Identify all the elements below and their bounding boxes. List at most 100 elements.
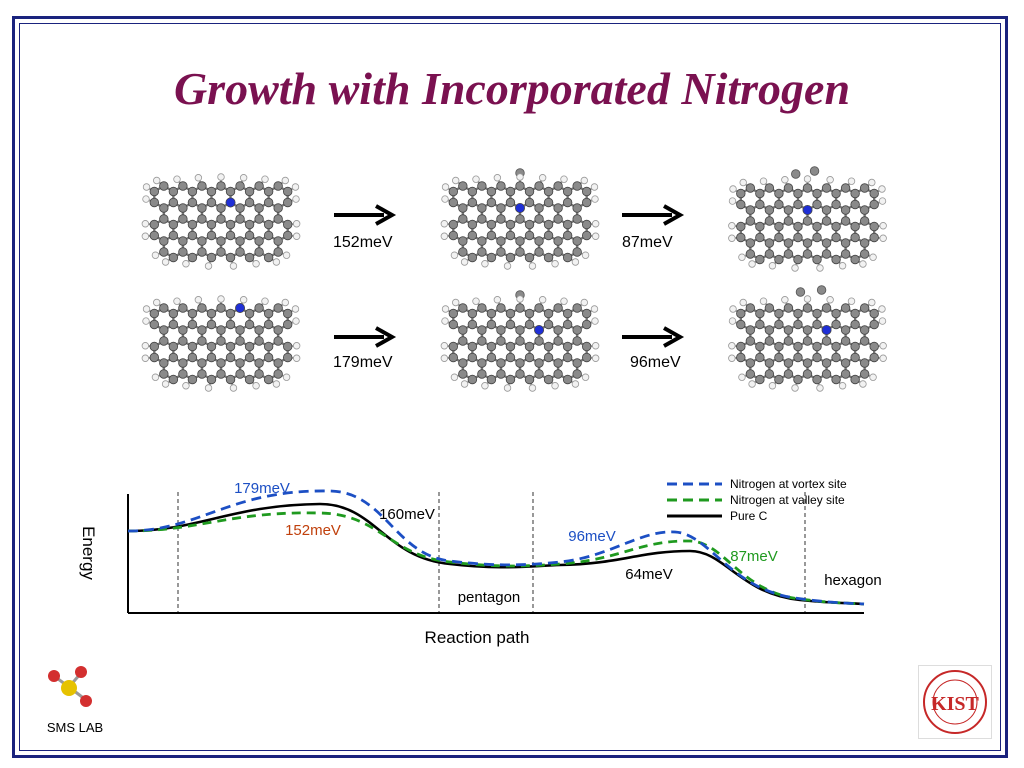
carbon-atom <box>187 186 198 197</box>
carbon-atom <box>225 308 236 319</box>
carbon-atom <box>187 230 198 241</box>
carbon-atom <box>840 303 851 313</box>
legend-label-vortex: Nitrogen at vortex site <box>730 477 847 491</box>
carbon-atom <box>562 219 573 230</box>
carbon-atom <box>225 230 236 241</box>
carbon-atom <box>225 341 236 352</box>
carbon-atom <box>216 336 226 346</box>
carbon-atom <box>244 308 255 319</box>
carbon-atom <box>263 252 274 263</box>
carbon-atom <box>581 319 592 330</box>
carbon-atom <box>802 303 813 313</box>
hydrogen-atom <box>229 384 238 392</box>
carbon-atom <box>515 303 525 313</box>
carbon-atom <box>486 319 497 330</box>
carbon-atom <box>515 336 525 346</box>
carbon-atom <box>149 308 160 319</box>
hydrogen-atom <box>847 297 856 305</box>
carbon-atom <box>168 219 179 230</box>
carbon-atom <box>458 369 468 379</box>
carbon-atom <box>159 358 169 368</box>
hydrogen-atom <box>503 384 512 392</box>
carbon-atom <box>225 352 236 363</box>
carbon-atom <box>831 319 841 330</box>
hydrogen-atom <box>580 176 588 185</box>
hydrogen-atom <box>590 183 599 191</box>
carbon-atom <box>273 203 283 213</box>
carbon-atom <box>216 303 226 313</box>
carbon-atom <box>809 166 820 176</box>
carbon-atom <box>802 216 813 226</box>
carbon-atom <box>496 336 506 346</box>
hydrogen-atom <box>591 342 600 350</box>
carbon-atom <box>553 181 563 191</box>
carbon-atom <box>187 252 198 263</box>
carbon-atom <box>553 214 563 224</box>
carbon-atom <box>448 186 459 197</box>
carbon-atom <box>534 336 544 346</box>
carbon-atom <box>159 369 169 379</box>
carbon-atom <box>774 254 784 265</box>
carbon-atom <box>831 254 841 265</box>
carbon-atom <box>850 374 860 385</box>
carbon-atom <box>802 369 813 379</box>
carbon-atom <box>263 186 274 197</box>
carbon-atom <box>543 308 554 319</box>
graphene-structure-final-valley <box>728 285 887 392</box>
graphene-structure-initial-valley <box>141 295 301 392</box>
carbon-atom <box>263 319 274 330</box>
carbon-atom <box>736 319 746 330</box>
hydrogen-atom <box>292 317 300 325</box>
carbon-atom <box>178 303 188 313</box>
carbon-atom <box>543 219 554 230</box>
carbon-atom <box>764 369 775 379</box>
carbon-atom <box>159 247 169 257</box>
carbon-atom <box>812 374 822 385</box>
carbon-atom <box>755 188 765 199</box>
hydrogen-atom <box>869 253 877 261</box>
nitrogen-atom <box>534 325 545 336</box>
carbon-atom <box>553 247 563 257</box>
hydrogen-atom <box>738 373 746 381</box>
carbon-atom <box>572 325 582 335</box>
carbon-atom <box>159 303 169 313</box>
barrier-label-row2-step2: 96meV <box>630 354 681 371</box>
carbon-atom <box>783 249 794 259</box>
carbon-atom <box>831 352 841 363</box>
hydrogen-atom <box>441 305 450 313</box>
carbon-atom <box>486 219 497 230</box>
carbon-atom <box>486 186 497 197</box>
carbon-atom <box>783 238 794 248</box>
carbon-atom <box>774 308 784 319</box>
carbon-atom <box>543 319 554 330</box>
carbon-atom <box>187 352 198 363</box>
hydrogen-atom <box>538 174 547 182</box>
hydrogen-atom <box>441 183 450 191</box>
carbon-atom <box>448 308 459 319</box>
carbon-atom <box>254 358 264 368</box>
carbon-atom <box>216 358 226 368</box>
carbon-atom <box>448 352 459 363</box>
hydrogen-atom <box>560 297 568 305</box>
carbon-atom <box>197 181 207 191</box>
carbon-atom <box>496 247 506 257</box>
carbon-atom <box>553 303 563 313</box>
carbon-atom <box>534 303 544 313</box>
carbon-atom <box>282 219 293 230</box>
hydrogen-atom <box>142 317 150 325</box>
carbon-atom <box>149 186 160 197</box>
carbon-atom <box>581 219 592 230</box>
hydrogen-atom <box>728 317 737 325</box>
hydrogen-atom <box>503 262 512 270</box>
hydrogen-atom <box>728 342 736 350</box>
carbon-atom <box>477 358 487 368</box>
carbon-atom <box>178 325 188 335</box>
carbon-atom <box>197 236 207 246</box>
carbon-atom <box>869 308 879 319</box>
hydrogen-atom <box>252 260 260 268</box>
carbon-atom <box>273 181 283 191</box>
hydrogen-atom <box>748 260 756 268</box>
carbon-atom <box>802 249 813 259</box>
carbon-atom <box>458 203 468 213</box>
carbon-atom <box>206 319 217 330</box>
